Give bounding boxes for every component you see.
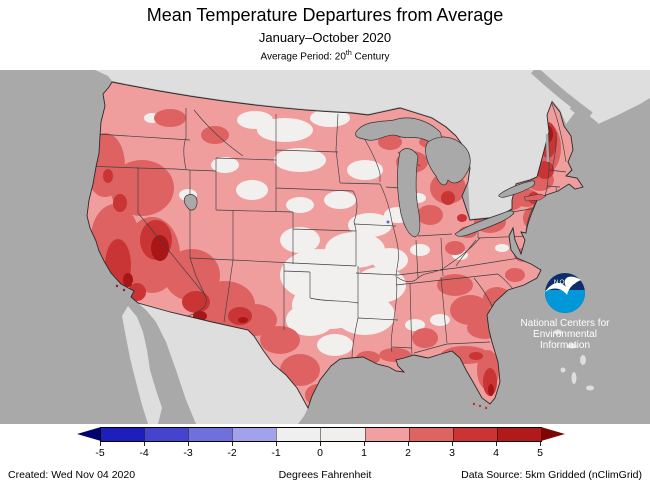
ncei-line-1: National Centers for (521, 318, 611, 329)
colorbar-tick-label: 4 (493, 447, 499, 459)
colorbar-segment-2 (188, 428, 233, 441)
colorbar-tick (276, 442, 277, 446)
colorbar-tick (232, 442, 233, 446)
colorbar-segment-9 (496, 428, 541, 441)
colorbar-tick-label: -2 (227, 447, 237, 459)
colorbar-tick (540, 442, 541, 446)
temperature-colorbar: -5 -4 -3 -2 -1 0 1 2 3 4 5 (0, 424, 650, 464)
noaa-logo-label: NOAA (554, 279, 576, 286)
lake-huron (425, 136, 471, 186)
great-lakes (183, 117, 536, 238)
colorbar-tick-label: 3 (449, 447, 455, 459)
florida-keys (472, 402, 488, 410)
colorbar-tick (364, 442, 365, 446)
lake-erie (454, 210, 515, 237)
noaa-logo: NOAA (545, 273, 585, 313)
ncei-line-2: Environmental (533, 329, 597, 340)
us-temperature-map: NOAA National Centers for Environmental … (0, 66, 650, 424)
channel-islands (115, 284, 126, 292)
data-source-label: Data Source: 5km Gridded (nClimGrid) (461, 469, 642, 481)
colorbar-segment-1 (144, 428, 189, 441)
baja-california (122, 306, 162, 424)
period-prefix: Average Period: 20 (260, 51, 346, 63)
date-range-subtitle: January–October 2020 (258, 30, 392, 45)
colorbar-tick-label: 2 (405, 447, 411, 459)
page-title: Mean Temperature Departures from Average (146, 5, 504, 25)
colorbar-tick-label: 0 (317, 447, 323, 459)
colorbar-segment-7 (408, 428, 453, 441)
created-date-label: Created: Wed Nov 04 2020 (8, 469, 136, 481)
average-period-label: Average Period: 20th Century (0, 50, 650, 62)
noaa-gull-icon (545, 276, 581, 295)
colorbar-segment-5 (320, 428, 365, 441)
lake-champlain (545, 133, 550, 163)
state-boundaries (87, 103, 567, 360)
mexico-landmass (122, 303, 308, 424)
bay-of-fundy (569, 103, 599, 129)
anomaly-0-1-patches (144, 109, 509, 356)
colorbar-tick (100, 442, 101, 446)
negative-anomaly-speck (386, 220, 390, 224)
colorbar-tick (452, 442, 453, 446)
colorbar-segment-0 (101, 428, 145, 441)
colorbar-tick (320, 442, 321, 446)
colorbar-segment-8 (452, 428, 497, 441)
colorbar-tick-label: -5 (95, 447, 105, 459)
colorbar-tick (144, 442, 145, 446)
lake-michigan (397, 148, 421, 238)
colorbar-tick-label: 5 (537, 447, 543, 459)
ncei-wordmark: National Centers for Environmental Infor… (521, 318, 611, 351)
lake-ontario (498, 180, 536, 198)
us-border-outline (86, 81, 584, 410)
colorbar-tick-label: 1 (361, 447, 367, 459)
great-salt-lake (183, 194, 198, 211)
colorbar-segments (100, 427, 542, 442)
colorbar-segment-4 (276, 428, 321, 441)
colorbar-right-arrow (541, 427, 565, 441)
canada-landmass (95, 66, 650, 219)
colorbar-segment-3 (232, 428, 277, 441)
temperature-anomaly-shading (87, 103, 567, 406)
bahamas-islands (554, 329, 594, 391)
colorbar-segment-6 (364, 428, 409, 441)
colorbar-left-arrow (77, 427, 101, 441)
units-label: Degrees Fahrenheit (278, 469, 372, 481)
period-ordinal: th (345, 50, 352, 57)
colorbar-tick-label: -1 (271, 447, 281, 459)
colorbar-tick (496, 442, 497, 446)
colorbar-tick (408, 442, 409, 446)
colorbar-tick (188, 442, 189, 446)
period-suffix: Century (351, 51, 390, 63)
colorbar-tick-label: -3 (183, 447, 193, 459)
conus-map-svg: NOAA National Centers for Environmental … (0, 66, 650, 424)
colorbar-tick-label: -4 (139, 447, 149, 459)
long-island (523, 193, 547, 202)
ncei-line-3: Information (540, 340, 590, 351)
